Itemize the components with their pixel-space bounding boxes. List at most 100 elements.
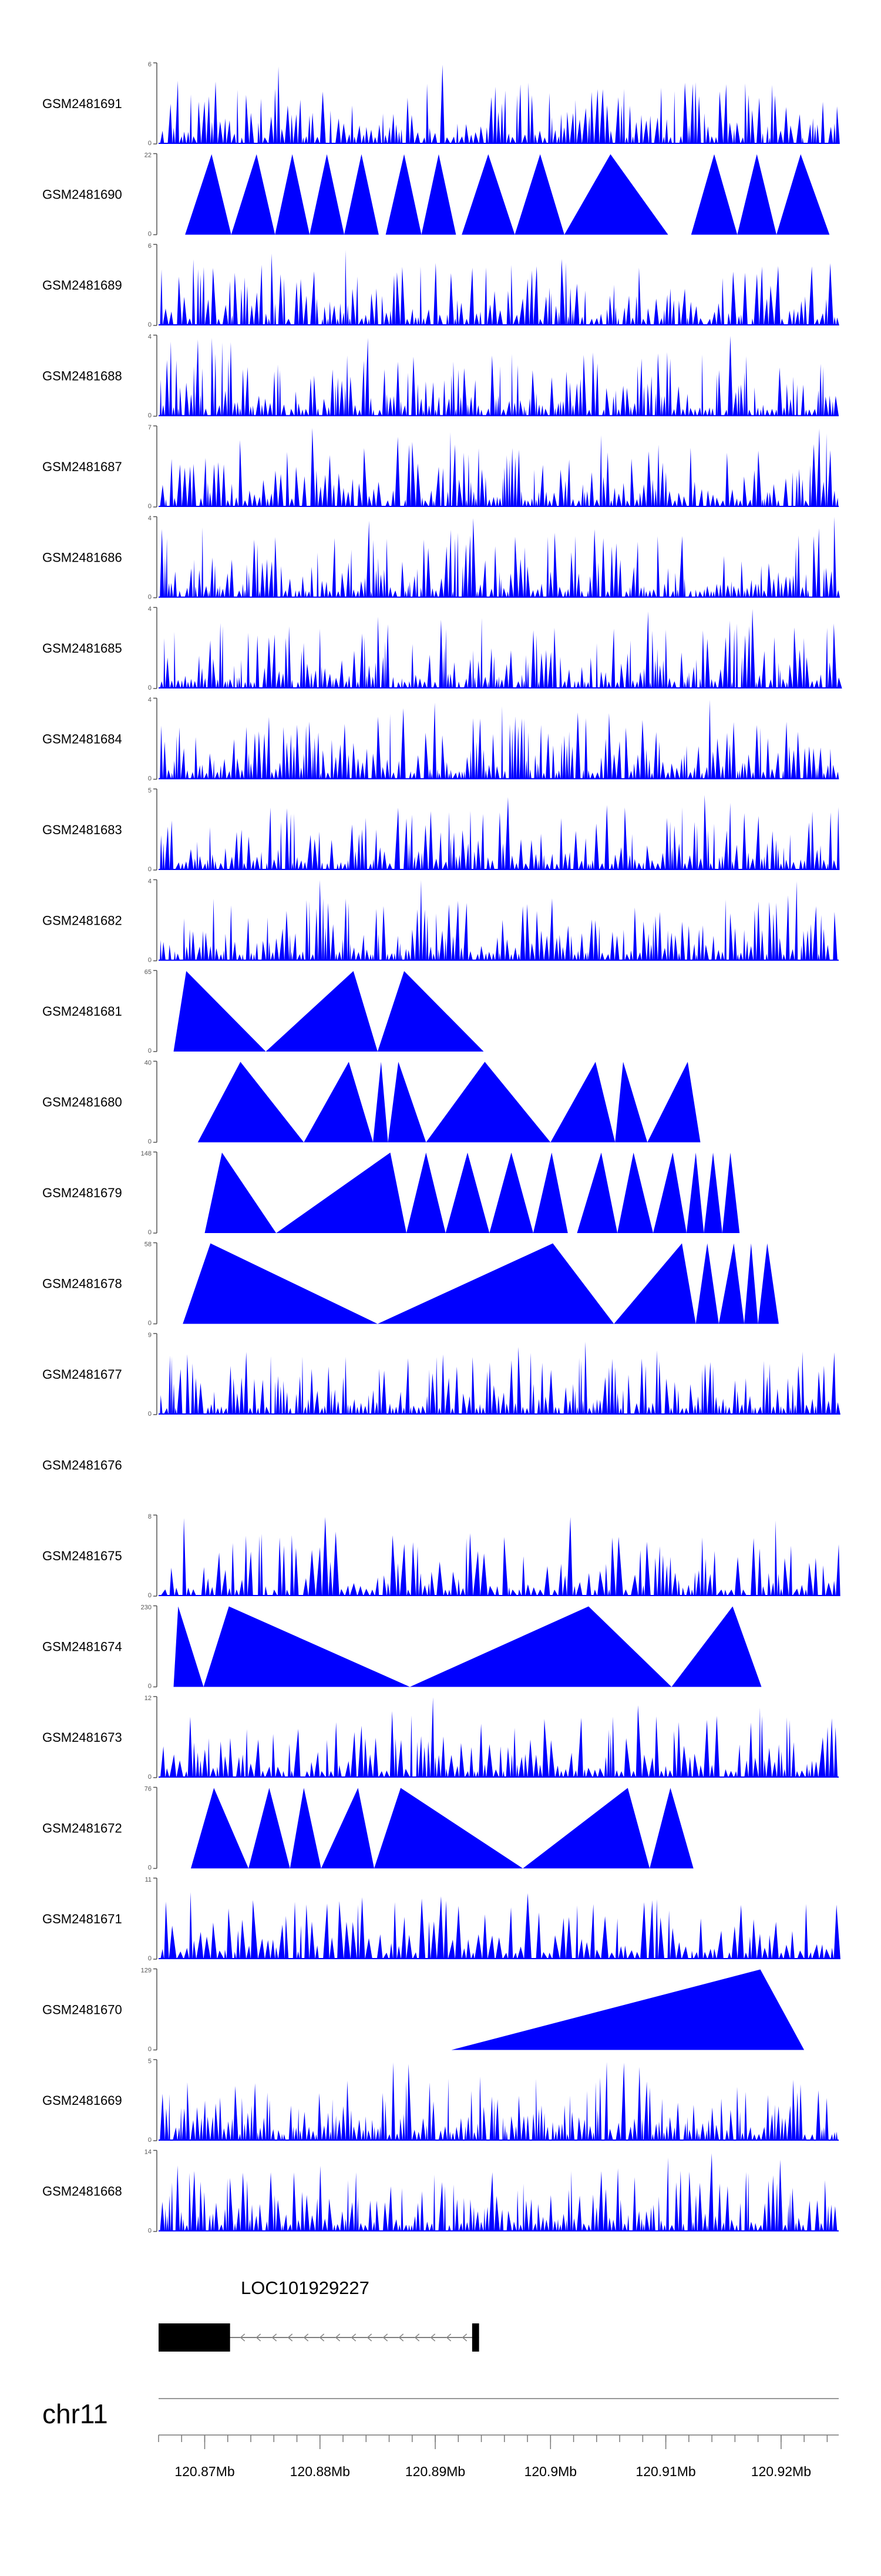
coverage-spike [650,376,653,417]
coverage-spike [325,863,329,870]
coverage-peak [185,154,231,235]
coverage-spike [196,946,201,961]
coverage-spike [318,880,322,961]
coverage-spike [660,462,665,507]
coverage-spike [797,1950,805,1959]
coverage-spike [802,137,804,144]
coverage-spike [615,681,620,688]
coverage-spike [366,520,371,598]
coverage-spike [658,665,663,688]
coverage-spike [385,539,389,598]
coverage-spike [310,271,316,325]
coverage-spike [566,112,570,144]
coverage-peak [653,1153,687,1233]
coverage-spike [289,408,295,417]
y-tick-label: 0 [148,1410,152,1418]
coverage-spike [581,108,588,144]
coverage-spike [469,481,472,507]
coverage-spike [464,124,469,144]
coverage-spike [721,2222,725,2232]
coverage-spike [705,586,710,598]
coverage-spike [328,1561,333,1596]
coverage-spike [210,2117,214,2141]
coverage-peak [533,1153,568,1233]
coverage-spike [470,1952,475,1959]
coverage-spike [474,677,476,688]
coverage-spike [332,1532,339,1596]
coverage-spike [513,716,517,780]
coverage-spike [724,1589,728,1596]
coverage-spike [714,2124,719,2141]
coverage-spike [452,2184,455,2232]
coverage-spike [533,1754,539,1778]
coverage-spike [363,1588,370,1596]
coverage-spike [278,1925,285,1959]
coverage-spike [383,569,386,598]
coverage-spike [480,1553,488,1596]
coverage-spike [374,829,378,870]
coverage-spike [438,2130,443,2141]
coverage-spike [199,498,203,507]
coverage-spike [180,2107,182,2141]
coverage-spike [415,463,422,507]
coverage-spike [635,1705,643,1778]
y-tick-label: 8 [148,1513,152,1520]
coverage-spike [543,1566,550,1596]
coverage-spike [722,637,728,688]
coverage-spike [604,1564,608,1596]
coverage-spike [384,135,388,144]
coverage-spike [497,395,499,417]
coverage-spike [590,1904,595,1959]
coverage-spike [619,2199,623,2232]
coverage-spike [300,651,302,688]
coverage-baseline [159,506,839,507]
coverage-spike [301,409,304,417]
coverage-spike [522,1556,526,1596]
coverage-spike [655,1899,658,1959]
coverage-spike [534,755,537,780]
coverage-spike [508,650,513,688]
coverage-spike [654,393,657,417]
coverage-spike [759,266,764,325]
coverage-spike [257,122,260,144]
coverage-spike [169,311,174,325]
coverage-spike [680,921,685,961]
coverage-spike [624,1738,631,1778]
coverage-spike [344,1922,351,1959]
coverage-spike [240,137,244,144]
coverage-spike [270,771,274,780]
coverage-spike [598,926,600,961]
coverage-spike [627,2126,633,2141]
coverage-spike [537,130,543,144]
coverage-spike [732,586,737,598]
coverage-spike [218,1741,224,1778]
strand-arrow [414,2333,420,2342]
coverage-spike [672,500,677,507]
coverage-spike [718,669,723,688]
coverage-peak [489,1153,533,1233]
coverage-spike [644,2211,650,2232]
coverage-spike [351,288,356,325]
coverage-spike [324,928,327,961]
coverage-spike [190,2120,196,2141]
coverage-spike [298,278,304,325]
coverage-spike [526,2115,530,2141]
coverage-spike [472,2206,475,2232]
coverage-spike [401,954,403,961]
coverage-spike [345,1586,350,1596]
coverage-spike [706,318,712,325]
coverage-spike [700,1408,702,1415]
coverage-peak [564,154,668,235]
coverage-spike [536,634,538,688]
coverage-spike [186,2082,190,2141]
coverage-spike [803,748,807,780]
coverage-spike [448,1755,455,1778]
coverage-spike [285,808,290,870]
coverage-spike [762,405,765,417]
coverage-spike [591,860,594,870]
coverage-spike [406,372,409,417]
coverage-spike [836,590,840,598]
coverage-spike [316,732,320,780]
coverage-spike [544,492,548,507]
